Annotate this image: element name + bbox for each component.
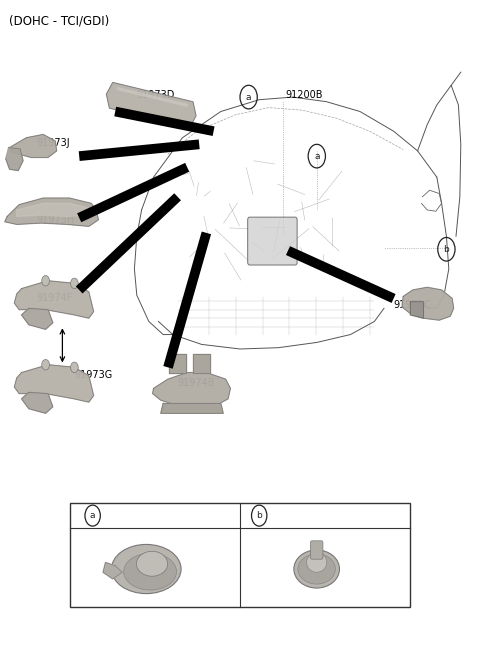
Polygon shape (410, 302, 423, 318)
Ellipse shape (136, 551, 168, 576)
Text: b: b (444, 245, 449, 254)
Ellipse shape (307, 552, 327, 572)
FancyBboxPatch shape (311, 541, 323, 559)
Circle shape (71, 278, 78, 289)
Polygon shape (14, 365, 94, 402)
FancyBboxPatch shape (248, 217, 297, 265)
Polygon shape (193, 354, 210, 373)
Text: 91974B: 91974B (178, 378, 215, 388)
Text: 91983B: 91983B (109, 510, 146, 521)
Polygon shape (117, 87, 188, 107)
Polygon shape (22, 308, 53, 329)
Polygon shape (153, 373, 230, 407)
Text: 91973H: 91973H (36, 215, 74, 225)
Text: 91973G: 91973G (74, 370, 113, 380)
Ellipse shape (124, 553, 177, 590)
Polygon shape (6, 148, 23, 171)
Text: (DOHC - TCI/GDI): (DOHC - TCI/GDI) (9, 14, 109, 28)
Polygon shape (161, 403, 223, 413)
Circle shape (42, 359, 49, 370)
Circle shape (71, 362, 78, 373)
Text: 91974F: 91974F (36, 293, 72, 304)
Text: b: b (256, 511, 262, 520)
Text: 91973J: 91973J (36, 138, 70, 148)
Polygon shape (22, 392, 53, 413)
Circle shape (42, 276, 49, 286)
FancyBboxPatch shape (70, 503, 410, 607)
Text: 1730AA: 1730AA (276, 510, 313, 521)
Text: a: a (314, 152, 320, 161)
Text: a: a (90, 511, 96, 520)
Polygon shape (103, 562, 122, 579)
Text: 91973C: 91973C (394, 300, 431, 310)
Ellipse shape (298, 554, 336, 584)
Text: 91200B: 91200B (286, 90, 323, 100)
Ellipse shape (111, 544, 181, 594)
Polygon shape (5, 198, 98, 226)
Polygon shape (14, 281, 94, 318)
Text: 91973D: 91973D (137, 90, 175, 100)
Polygon shape (169, 354, 186, 373)
Polygon shape (402, 287, 454, 320)
Polygon shape (17, 203, 89, 216)
Polygon shape (9, 134, 57, 157)
Text: a: a (246, 92, 252, 102)
Ellipse shape (294, 550, 339, 588)
Polygon shape (106, 83, 196, 127)
